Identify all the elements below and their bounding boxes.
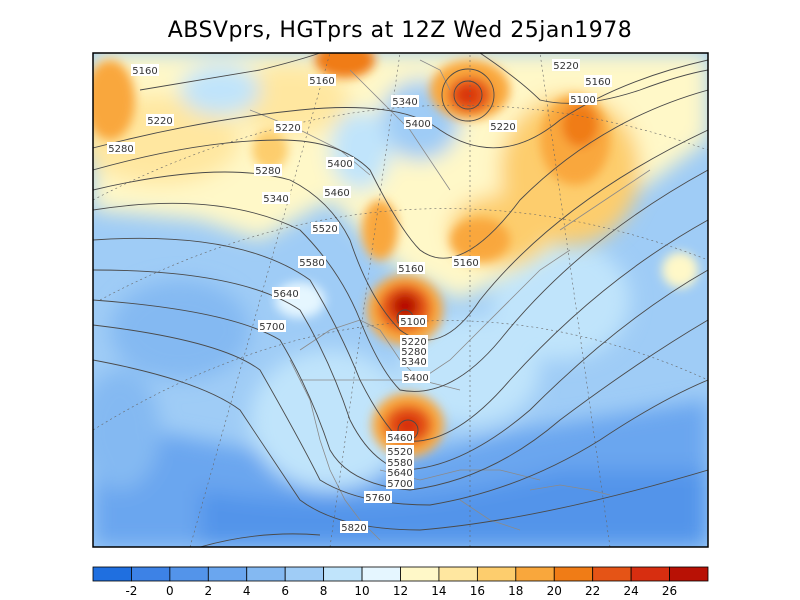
colorbar-swatch <box>361 566 401 582</box>
colorbar-swatch <box>438 566 478 582</box>
contour-label: 5100 <box>570 95 595 106</box>
colorbar-tick-label: 12 <box>393 584 408 598</box>
colorbar-swatch <box>669 566 709 582</box>
colorbar-swatch <box>284 566 325 582</box>
contour-label: 5640 <box>273 289 298 300</box>
colorbar-swatch <box>92 566 132 582</box>
contour-labels: 5160 5160 5220 5220 5280 5280 5340 5340 … <box>107 59 612 534</box>
colorbar-tick-label: 10 <box>354 584 369 598</box>
contour-label: 5280 <box>108 144 133 155</box>
colorbar-swatch <box>592 566 632 582</box>
contour-label: 5100 <box>400 317 425 328</box>
colorbar-swatch <box>169 566 209 582</box>
contour-label: 5520 <box>312 224 337 235</box>
colorbar-tick-label: 6 <box>281 584 289 598</box>
colorbar-tick-label: 18 <box>508 584 523 598</box>
colorbar-tick-label: 24 <box>623 584 638 598</box>
contour-label: 5460 <box>387 433 412 444</box>
colorbar-tick-label: 4 <box>243 584 251 598</box>
colorbar-swatch <box>131 566 171 582</box>
contour-label: 5160 <box>398 264 423 275</box>
contour-label: 5400 <box>405 119 430 130</box>
colorbar-tick-label: 20 <box>547 584 562 598</box>
colorbar-tick-label: 14 <box>431 584 446 598</box>
contour-label: 5340 <box>392 97 417 108</box>
map-title: ABSVprs, HGTprs at 12Z Wed 25jan1978 <box>167 18 633 43</box>
contour-label: 5520 <box>387 447 412 458</box>
contour-label: 5160 <box>309 76 334 87</box>
colorbar-swatch <box>553 566 594 582</box>
colorbar-swatch <box>207 566 248 582</box>
contour-label: 5220 <box>275 123 300 134</box>
colorbar-swatch <box>246 566 286 582</box>
colorbar-swatch <box>476 566 517 582</box>
colorbar-tick-label: 16 <box>470 584 485 598</box>
contour-label: 5580 <box>299 258 324 269</box>
contour-label: 5820 <box>341 523 366 534</box>
contour-label: 5220 <box>553 61 578 72</box>
contour-label: 5220 <box>147 116 172 127</box>
colorbar-tick-label: 8 <box>320 584 328 598</box>
contour-label: 5280 <box>401 347 426 358</box>
contour-label: 5160 <box>585 77 610 88</box>
contour-label: 5700 <box>259 322 284 333</box>
contour-label: 5160 <box>132 66 157 77</box>
colorbar-tick-label: 26 <box>662 584 677 598</box>
contour-label: 5580 <box>387 458 412 469</box>
contour-label: 5340 <box>401 357 426 368</box>
contour-label: 5220 <box>490 122 515 133</box>
contour-label: 5280 <box>255 166 280 177</box>
contour-label: 5700 <box>387 479 412 490</box>
colorbar-swatch <box>515 566 555 582</box>
colorbar-tick-label: 22 <box>585 584 600 598</box>
contour-label: 5640 <box>387 468 412 479</box>
contour-label: 5760 <box>365 493 390 504</box>
colorbar: -2 0 2 4 6 8 10 12 14 16 18 20 22 24 26 <box>92 566 709 598</box>
contour-label: 5400 <box>403 373 428 384</box>
contour-label: 5340 <box>263 194 288 205</box>
map-frame <box>92 52 709 548</box>
colorbar-tick-label: -2 <box>125 584 137 598</box>
colorbar-tick-label: 0 <box>166 584 174 598</box>
contour-label: 5400 <box>327 159 352 170</box>
colorbar-swatch <box>400 566 440 582</box>
colorbar-tick-label: 2 <box>204 584 212 598</box>
contour-label: 5160 <box>453 258 478 269</box>
contour-label: 5220 <box>401 337 426 348</box>
vorticity-field <box>93 53 708 547</box>
contour-label: 5460 <box>324 188 349 199</box>
colorbar-swatch <box>630 566 670 582</box>
colorbar-swatch <box>323 566 363 582</box>
